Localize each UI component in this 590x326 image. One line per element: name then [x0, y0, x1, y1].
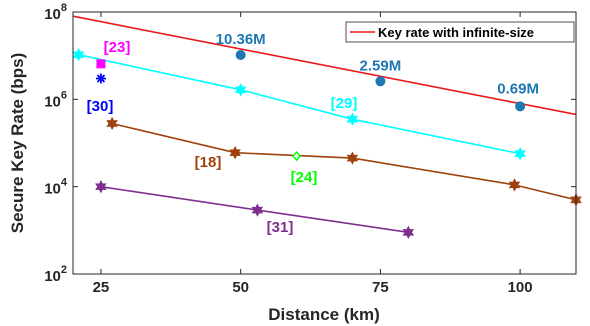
- circle-marker: [235, 49, 246, 60]
- y-tick-base: 10: [44, 6, 61, 23]
- reference-tag: [23]: [104, 39, 131, 56]
- y-tick-label: 108: [44, 2, 67, 23]
- x-tick-label: 50: [232, 279, 249, 296]
- y-tick-label: 106: [44, 89, 67, 110]
- square-marker: [96, 59, 106, 69]
- reference-tag: [30]: [87, 98, 114, 115]
- y-tick-exponent: 4: [61, 177, 68, 189]
- hexagram-marker: [346, 112, 359, 126]
- reference-tag: [24]: [291, 169, 318, 186]
- hexagram-marker: [229, 146, 241, 160]
- x-tick-label: 100: [508, 279, 533, 296]
- circle-marker: [515, 101, 526, 112]
- y-tick-exponent: 6: [61, 89, 67, 101]
- data-label: 10.36M: [216, 31, 266, 48]
- legend-label: Key rate with infinite-size: [378, 25, 534, 40]
- y-tick-base: 10: [44, 93, 61, 110]
- legend-box: [345, 21, 575, 43]
- asterisk-marker-stroke: [96, 74, 106, 83]
- x-tick-label: 25: [93, 279, 110, 296]
- hexagram-marker: [95, 180, 107, 194]
- series-line: [78, 53, 521, 155]
- x-axis-label: Distance (km): [268, 305, 379, 324]
- reference-tag: [18]: [195, 154, 222, 171]
- hexagram-marker: [346, 151, 359, 165]
- hexagram-marker: [514, 147, 526, 161]
- series-line: [73, 15, 576, 116]
- y-tick-label: 102: [44, 264, 67, 285]
- reference-tag: [31]: [267, 219, 294, 236]
- data-label: 0.69M: [497, 80, 539, 97]
- reference-tag: [29]: [331, 95, 358, 112]
- circle-marker: [375, 76, 386, 87]
- x-tick-label: 75: [372, 279, 389, 296]
- hexagram-marker: [402, 225, 415, 239]
- y-axis-label: Secure Key Rate (bps): [8, 53, 27, 233]
- y-tick-label: 104: [44, 177, 68, 198]
- y-tick-base: 10: [44, 268, 61, 285]
- y-tick-exponent: 8: [61, 2, 67, 14]
- y-tick-base: 10: [44, 181, 61, 198]
- data-label: 2.59M: [360, 57, 402, 74]
- hexagram-marker: [251, 203, 264, 217]
- diamond-marker: [292, 151, 302, 162]
- plot-area: [73, 12, 576, 274]
- hexagram-marker: [106, 116, 118, 131]
- plot-frame: [72, 11, 577, 275]
- hexagram-marker: [234, 83, 247, 97]
- y-tick-exponent: 2: [61, 264, 67, 276]
- hexagram-marker: [508, 178, 521, 192]
